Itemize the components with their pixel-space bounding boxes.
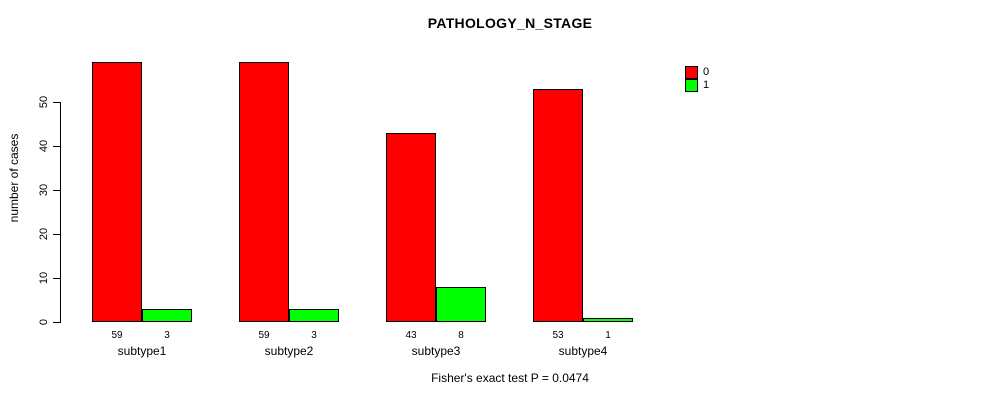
x-category-label-subtype2: subtype2 <box>264 344 314 358</box>
bar-subtype3-series0 <box>386 133 436 322</box>
bar-subtype2-series0 <box>239 62 289 322</box>
legend-swatch-0 <box>685 66 698 79</box>
bar-subtype3-series1 <box>436 287 486 322</box>
bar-subtype2-series1 <box>289 309 339 322</box>
x-category-label-subtype1: subtype1 <box>117 344 167 358</box>
y-tick-mark-20 <box>53 234 60 235</box>
y-tick-mark-30 <box>53 190 60 191</box>
y-tick-mark-50 <box>53 102 60 103</box>
y-tick-label-30: 30 <box>38 183 50 197</box>
y-tick-label-20: 20 <box>38 227 50 241</box>
footer-stat-text: Fisher's exact test P = 0.0474 <box>431 371 589 385</box>
y-axis-line <box>60 102 61 323</box>
bar-value-subtype3-series0: 43 <box>405 330 417 341</box>
y-tick-mark-10 <box>53 278 60 279</box>
bar-value-subtype2-series1: 3 <box>311 330 317 341</box>
bar-subtype1-series0 <box>92 62 142 322</box>
y-tick-label-0: 0 <box>38 318 50 326</box>
legend-label-0: 0 <box>703 66 710 78</box>
y-tick-label-40: 40 <box>38 139 50 153</box>
x-category-label-subtype3: subtype3 <box>411 344 461 358</box>
bar-value-subtype4-series0: 53 <box>552 330 564 341</box>
chart-title: PATHOLOGY_N_STAGE <box>427 15 593 31</box>
x-category-label-subtype4: subtype4 <box>558 344 608 358</box>
bar-value-subtype1-series0: 59 <box>111 330 123 341</box>
bar-value-subtype1-series1: 3 <box>164 330 170 341</box>
y-tick-mark-40 <box>53 146 60 147</box>
y-tick-label-50: 50 <box>38 95 50 109</box>
bar-value-subtype2-series0: 59 <box>258 330 270 341</box>
bar-subtype4-series0 <box>533 89 583 322</box>
bar-subtype1-series1 <box>142 309 192 322</box>
legend-swatch-1 <box>685 79 698 92</box>
bar-value-subtype3-series1: 8 <box>458 330 464 341</box>
bar-value-subtype4-series1: 1 <box>605 330 611 341</box>
legend-label-1: 1 <box>703 79 710 91</box>
y-tick-label-10: 10 <box>38 271 50 285</box>
y-tick-mark-0 <box>53 322 60 323</box>
bar-subtype4-series1 <box>583 318 633 322</box>
